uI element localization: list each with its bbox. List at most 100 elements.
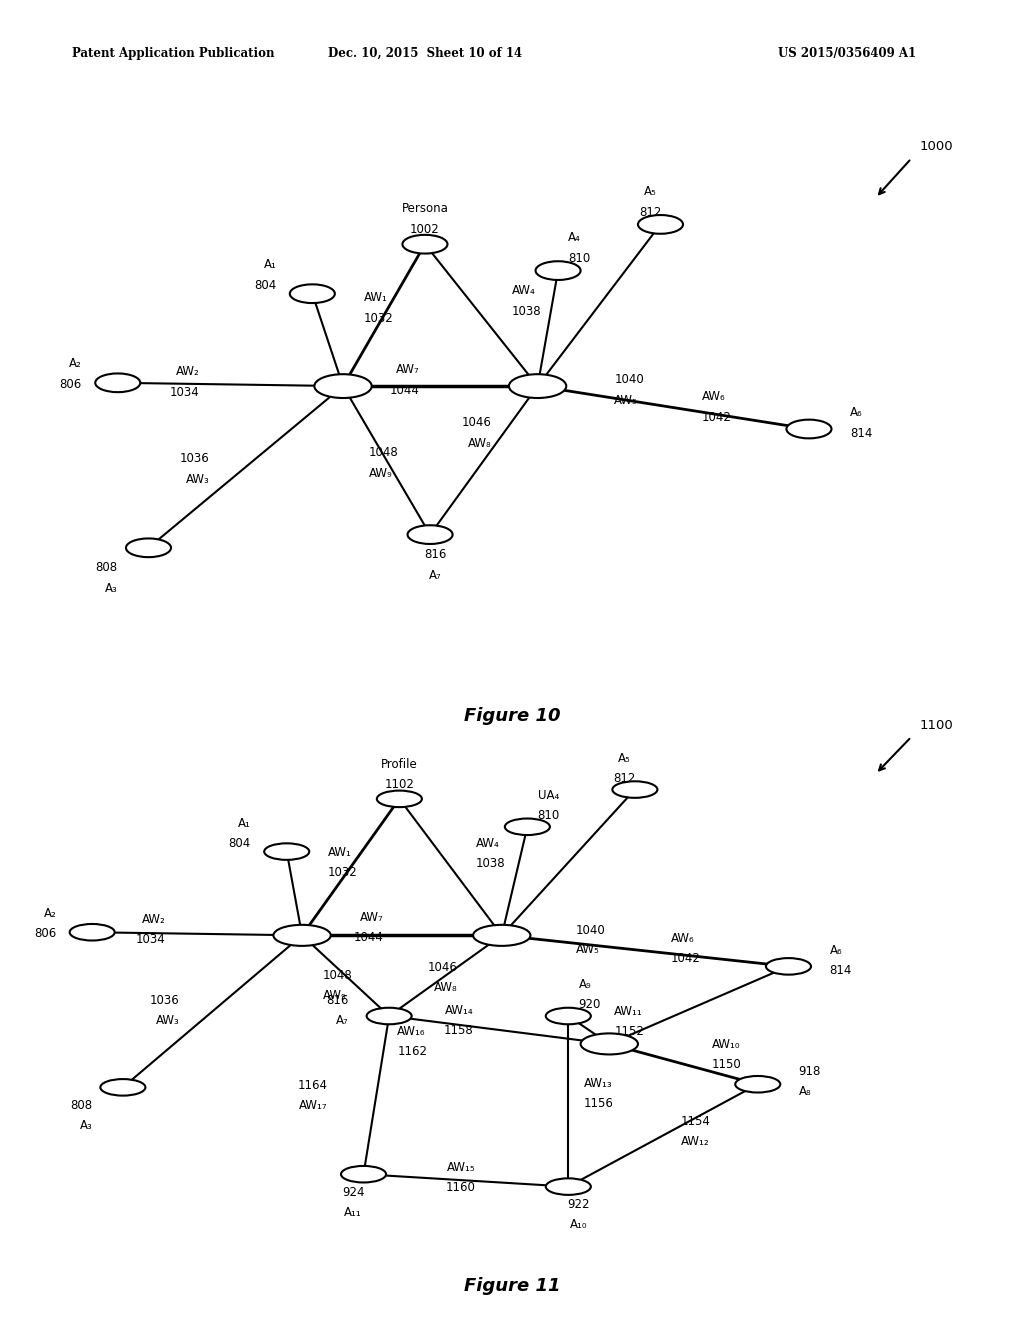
Text: 806: 806 — [34, 927, 56, 940]
Text: UA₄: UA₄ — [538, 789, 559, 803]
Text: 1164: 1164 — [298, 1078, 328, 1092]
Text: A₈: A₈ — [799, 1085, 811, 1098]
Text: 1044: 1044 — [390, 384, 420, 397]
Text: 1156: 1156 — [584, 1097, 613, 1110]
Text: AW₇: AW₇ — [396, 363, 420, 376]
Ellipse shape — [536, 261, 581, 280]
Text: AW₈: AW₈ — [434, 981, 458, 994]
Ellipse shape — [100, 1078, 145, 1096]
Text: 810: 810 — [568, 252, 591, 265]
Ellipse shape — [402, 235, 447, 253]
Text: AW₄: AW₄ — [512, 284, 536, 297]
Text: Figure 11: Figure 11 — [464, 1276, 560, 1295]
Text: 816: 816 — [326, 994, 348, 1007]
Text: AW₄: AW₄ — [476, 837, 500, 850]
Text: 806: 806 — [59, 378, 82, 391]
Text: A₁₀: A₁₀ — [569, 1218, 588, 1232]
Text: A₅: A₅ — [644, 185, 656, 198]
Text: A₂: A₂ — [70, 356, 82, 370]
Ellipse shape — [735, 1076, 780, 1093]
Text: 1154: 1154 — [681, 1114, 711, 1127]
Text: 1002: 1002 — [410, 223, 440, 235]
Text: 924: 924 — [342, 1187, 365, 1199]
Text: 1042: 1042 — [701, 411, 731, 424]
Text: 1160: 1160 — [445, 1181, 476, 1195]
Text: 920: 920 — [579, 998, 601, 1011]
Text: AW₉: AW₉ — [323, 989, 346, 1002]
Text: A₃: A₃ — [105, 582, 118, 595]
Ellipse shape — [505, 818, 550, 836]
Text: A₂: A₂ — [44, 907, 56, 920]
Text: A₁₁: A₁₁ — [344, 1206, 362, 1218]
Text: AW₁₃: AW₁₃ — [584, 1077, 612, 1090]
Text: 1032: 1032 — [364, 312, 393, 325]
Ellipse shape — [612, 781, 657, 797]
Ellipse shape — [341, 1166, 386, 1183]
Ellipse shape — [473, 925, 530, 946]
Text: A₆: A₆ — [829, 944, 842, 957]
Text: 1034: 1034 — [136, 933, 166, 946]
Text: 1032: 1032 — [328, 866, 357, 879]
Text: 814: 814 — [829, 964, 852, 977]
Text: AW₁: AW₁ — [328, 846, 351, 859]
Text: 1040: 1040 — [575, 924, 605, 937]
Ellipse shape — [581, 1034, 638, 1055]
Ellipse shape — [126, 539, 171, 557]
Text: 1036: 1036 — [180, 453, 210, 465]
Ellipse shape — [264, 843, 309, 859]
Text: 816: 816 — [424, 548, 446, 561]
Text: AW₉: AW₉ — [369, 467, 392, 479]
Ellipse shape — [786, 420, 831, 438]
Text: 804: 804 — [254, 279, 276, 292]
Ellipse shape — [273, 925, 331, 946]
Text: Dec. 10, 2015  Sheet 10 of 14: Dec. 10, 2015 Sheet 10 of 14 — [328, 46, 522, 59]
Text: AW₂: AW₂ — [142, 913, 166, 927]
Text: AW₁₅: AW₁₅ — [446, 1162, 475, 1175]
Text: 1000: 1000 — [920, 140, 953, 153]
Text: 1046: 1046 — [462, 416, 492, 429]
Text: A₆: A₆ — [850, 407, 862, 420]
Text: 1102: 1102 — [384, 777, 415, 791]
Text: Figure 10: Figure 10 — [464, 708, 560, 725]
Ellipse shape — [766, 958, 811, 974]
Ellipse shape — [290, 284, 335, 304]
Text: 1044: 1044 — [354, 931, 384, 944]
Text: A₁: A₁ — [238, 817, 251, 830]
Text: AW₆: AW₆ — [701, 389, 725, 403]
Text: 1150: 1150 — [712, 1059, 741, 1072]
Text: AW₁₇: AW₁₇ — [299, 1098, 328, 1111]
Text: 808: 808 — [70, 1100, 92, 1113]
Text: AW₅: AW₅ — [575, 944, 599, 957]
Text: AW₃: AW₃ — [186, 474, 210, 487]
Text: AW₃: AW₃ — [156, 1014, 179, 1027]
Text: A₅: A₅ — [618, 752, 631, 764]
Text: Patent Application Publication: Patent Application Publication — [72, 46, 274, 59]
Text: 812: 812 — [639, 206, 662, 219]
Text: AW₁₀: AW₁₀ — [712, 1039, 740, 1051]
Text: 1034: 1034 — [170, 385, 200, 399]
Text: AW₅: AW₅ — [614, 395, 638, 407]
Text: 1040: 1040 — [614, 374, 644, 385]
Text: A₁: A₁ — [263, 257, 276, 271]
Text: A₇: A₇ — [336, 1014, 348, 1027]
Text: AW₁₆: AW₁₆ — [397, 1026, 426, 1039]
Text: 812: 812 — [613, 772, 636, 784]
Text: AW₁₂: AW₁₂ — [681, 1134, 710, 1147]
Ellipse shape — [95, 374, 140, 392]
Ellipse shape — [638, 215, 683, 234]
Text: 1048: 1048 — [369, 446, 398, 459]
Text: 808: 808 — [95, 561, 118, 574]
Text: 1048: 1048 — [323, 969, 352, 982]
Text: 1158: 1158 — [443, 1024, 473, 1038]
Text: US 2015/0356409 A1: US 2015/0356409 A1 — [778, 46, 916, 59]
Text: 1162: 1162 — [397, 1045, 427, 1059]
Text: Profile: Profile — [381, 758, 418, 771]
Text: A₃: A₃ — [80, 1119, 92, 1133]
Text: 1036: 1036 — [150, 994, 179, 1007]
Ellipse shape — [70, 924, 115, 941]
Text: AW₁₄: AW₁₄ — [444, 1005, 473, 1018]
Text: 1152: 1152 — [614, 1024, 644, 1038]
Text: 1046: 1046 — [428, 961, 458, 974]
Ellipse shape — [546, 1179, 591, 1195]
Text: AW₈: AW₈ — [468, 437, 492, 450]
